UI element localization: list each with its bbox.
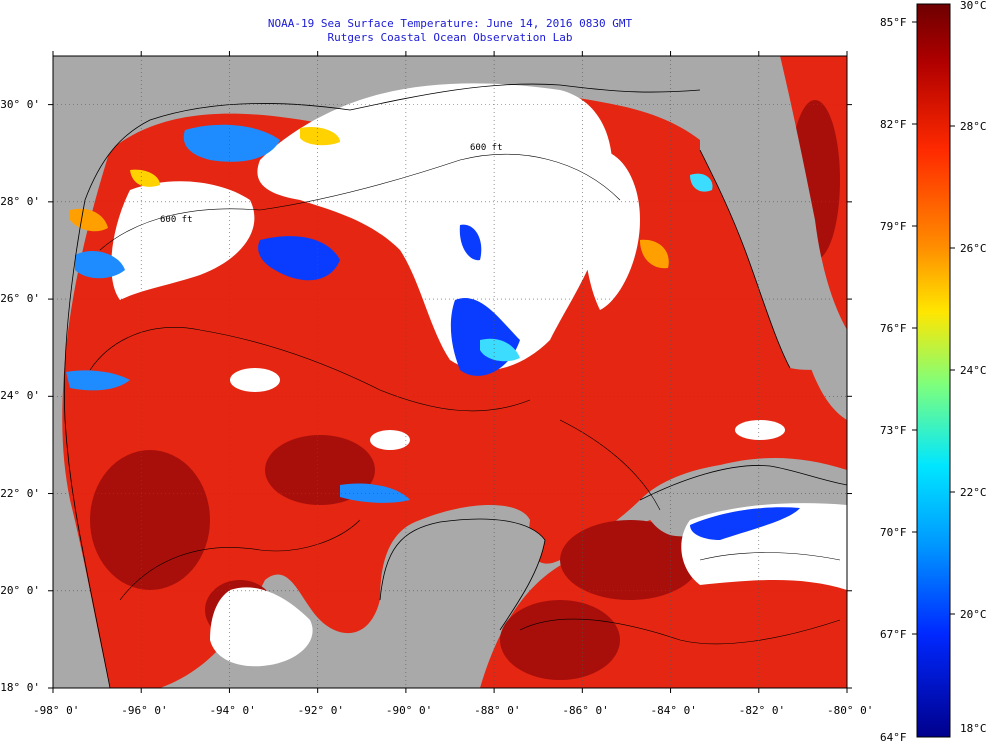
lat-label: 24° 0' <box>0 389 40 403</box>
coastline <box>63 83 847 688</box>
colorbar-c-label: 28°C <box>960 120 987 133</box>
colorbar-f-label: 76°F <box>880 322 907 335</box>
lon-label: -92° 0' <box>297 704 345 717</box>
cuba-land <box>640 465 847 537</box>
colorbar <box>916 3 951 738</box>
colorbar-c-label: 18°C <box>960 722 987 735</box>
colorbar-f-label: 73°F <box>880 424 907 437</box>
graticule <box>53 56 847 688</box>
colorbar-f-label: 82°F <box>880 118 907 131</box>
colorbar-f-label: 79°F <box>880 220 907 233</box>
colorbar-f-label: 64°F <box>880 731 907 744</box>
contour-label: 600 ft <box>470 143 503 153</box>
lon-label: -80° 0' <box>827 704 874 717</box>
colorbar-c-label: 24°C <box>960 364 987 377</box>
colorbar-c-label: 30°C <box>960 0 987 12</box>
lat-label: 28° 0' <box>0 194 40 208</box>
gulf-coast-land <box>53 56 700 200</box>
colorbar-f-label: 85°F <box>880 16 907 29</box>
colorbar-f-label: 70°F <box>880 526 907 539</box>
colorbar-c-label: 22°C <box>960 486 987 499</box>
isobath-contours <box>89 154 841 645</box>
lat-label: 18° 0' <box>0 681 40 694</box>
lon-label: -84° 0' <box>650 704 697 717</box>
map-frame <box>52 55 848 689</box>
cool-water-patches <box>66 124 800 540</box>
florida-land <box>700 56 847 370</box>
lon-label: -94° 0' <box>209 704 256 717</box>
lat-label: 26° 0' <box>0 292 40 306</box>
lon-label: -88° 0' <box>474 704 521 717</box>
map-subtitle: Rutgers Coastal Ocean Observation Lab <box>327 31 573 44</box>
lon-label: -90° 0' <box>385 704 433 717</box>
contour-label: 600 ft <box>160 215 193 225</box>
lat-label: 20° 0' <box>0 583 40 597</box>
lon-label: -82° 0' <box>738 704 786 717</box>
lon-label: -96° 0' <box>121 704 168 717</box>
lon-label: -86° 0' <box>562 704 609 717</box>
colorbar-f-label: 67°F <box>880 628 907 641</box>
lon-label: -98° 0' <box>33 704 80 717</box>
colorbar-c-label: 26°C <box>960 242 987 255</box>
lat-label: 30° 0' <box>0 97 40 111</box>
yucatan-land <box>330 519 545 688</box>
lat-label: 22° 0' <box>0 486 40 500</box>
colorbar-c-label: 20°C <box>960 608 987 621</box>
map-title: NOAA-19 Sea Surface Temperature: June 14… <box>267 17 633 30</box>
